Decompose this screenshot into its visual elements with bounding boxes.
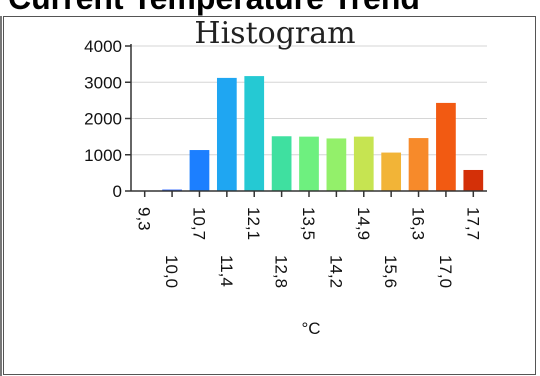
- y-tick-label: 0: [113, 182, 122, 201]
- histogram-bar: [381, 152, 402, 191]
- y-tick-label: 2000: [84, 110, 122, 129]
- y-tick-label: 4000: [84, 37, 122, 56]
- histogram-bar: [353, 136, 374, 192]
- histogram-bar: [189, 150, 210, 191]
- histogram-bar: [408, 138, 429, 191]
- x-tick-label: 10,0: [162, 255, 181, 288]
- bar-layer: [162, 76, 484, 192]
- histogram-bar: [463, 169, 484, 191]
- chart-panel: [3, 16, 536, 375]
- page-header-text: Current Temperature Trend: [8, 0, 420, 16]
- x-tick-label: 17,0: [436, 255, 455, 288]
- x-tick-label: 14,9: [354, 207, 373, 240]
- chart-title: Histogram: [194, 16, 355, 51]
- x-tick-label: 9,3: [135, 207, 154, 231]
- x-axis-label: °C: [301, 319, 320, 338]
- axis-layer: 4000 3000 2000 1000 0 9,3 10,0 10,7 11,4 12,1 12,8…: [84, 37, 487, 288]
- x-tick-label: 13,5: [299, 207, 318, 240]
- x-tick-label: 17,7: [463, 207, 482, 240]
- panel-left-edge: [0, 16, 2, 376]
- histogram-bar: [326, 138, 347, 191]
- histogram-bar: [299, 136, 319, 192]
- histogram-bar: [271, 136, 292, 191]
- x-tick-label: 14,2: [326, 255, 345, 288]
- page-header: Current Temperature Trend: [0, 0, 540, 16]
- x-tick-label: 16,3: [409, 207, 428, 240]
- x-tick-label: 12,8: [272, 255, 291, 288]
- y-tick-label: 1000: [84, 146, 122, 165]
- x-tick-label: 15,6: [381, 255, 400, 288]
- x-tick-label: 11,4: [217, 255, 236, 287]
- x-tick-label: 12,1: [244, 207, 263, 240]
- x-tick-label: 10,7: [189, 207, 208, 240]
- histogram-bar: [436, 102, 456, 191]
- histogram-bar: [216, 77, 237, 191]
- y-tick-label: 3000: [84, 73, 122, 92]
- histogram-bar: [244, 76, 265, 191]
